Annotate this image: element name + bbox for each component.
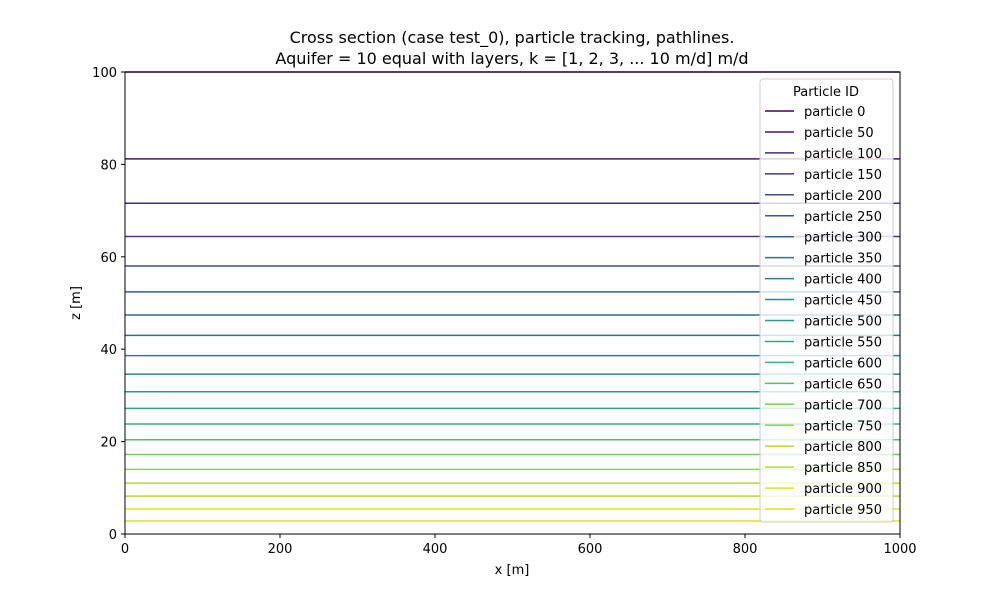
x-tick-label-3: 600 [578,542,603,557]
y-tick-label-3: 60 [100,251,117,266]
legend-label-19: particle 950 [804,503,882,518]
legend-label-3: particle 150 [804,168,882,183]
legend-label-6: particle 300 [804,231,882,246]
legend-label-13: particle 650 [804,377,882,392]
chart-title-line-2: Aquifer = 10 equal with layers, k = [1, … [275,49,748,68]
legend-label-10: particle 500 [804,315,882,330]
legend-label-15: particle 750 [804,419,882,434]
plot-frame [124,71,901,535]
legend-label-18: particle 900 [804,482,882,497]
legend-box [759,78,894,523]
y-tick-label-4: 80 [100,158,117,173]
legend-entries: particle 0 particle 50 particle 100 particl… [765,105,882,518]
legend-label-2: particle 100 [804,147,882,162]
x-axis-label: x [m] [495,563,530,578]
legend-label-0: particle 0 [804,105,865,120]
y-tick-label-5: 100 [92,66,117,81]
y-tick-label-2: 40 [100,343,117,358]
x-axis-ticks: 0 200 400 600 800 1000 [121,534,917,557]
x-tick-label-0: 0 [121,542,129,557]
chart-title-line-1: Cross section (case test_0), particle tr… [290,28,735,48]
x-tick-label-2: 400 [423,542,448,557]
y-axis-ticks: 0 20 40 60 80 100 [92,66,125,543]
legend-label-4: particle 200 [804,189,882,204]
x-tick-label-1: 200 [268,542,293,557]
legend-title: Particle ID [793,85,859,100]
legend-label-12: particle 600 [804,356,882,371]
x-tick-label-5: 1000 [883,542,916,557]
y-tick-label-1: 20 [100,436,117,451]
legend-label-9: particle 450 [804,294,882,309]
legend-label-17: particle 850 [804,461,882,476]
legend-label-5: particle 250 [804,210,882,225]
x-tick-label-4: 800 [733,542,758,557]
y-tick-label-0: 0 [109,528,117,543]
legend-label-8: particle 400 [804,273,882,288]
legend-label-7: particle 350 [804,252,882,267]
legend-label-16: particle 800 [804,440,882,455]
legend-label-11: particle 550 [804,335,882,350]
legend-label-14: particle 700 [804,398,882,413]
legend-label-1: particle 50 [804,126,874,141]
y-axis-label: z [m] [69,286,84,320]
